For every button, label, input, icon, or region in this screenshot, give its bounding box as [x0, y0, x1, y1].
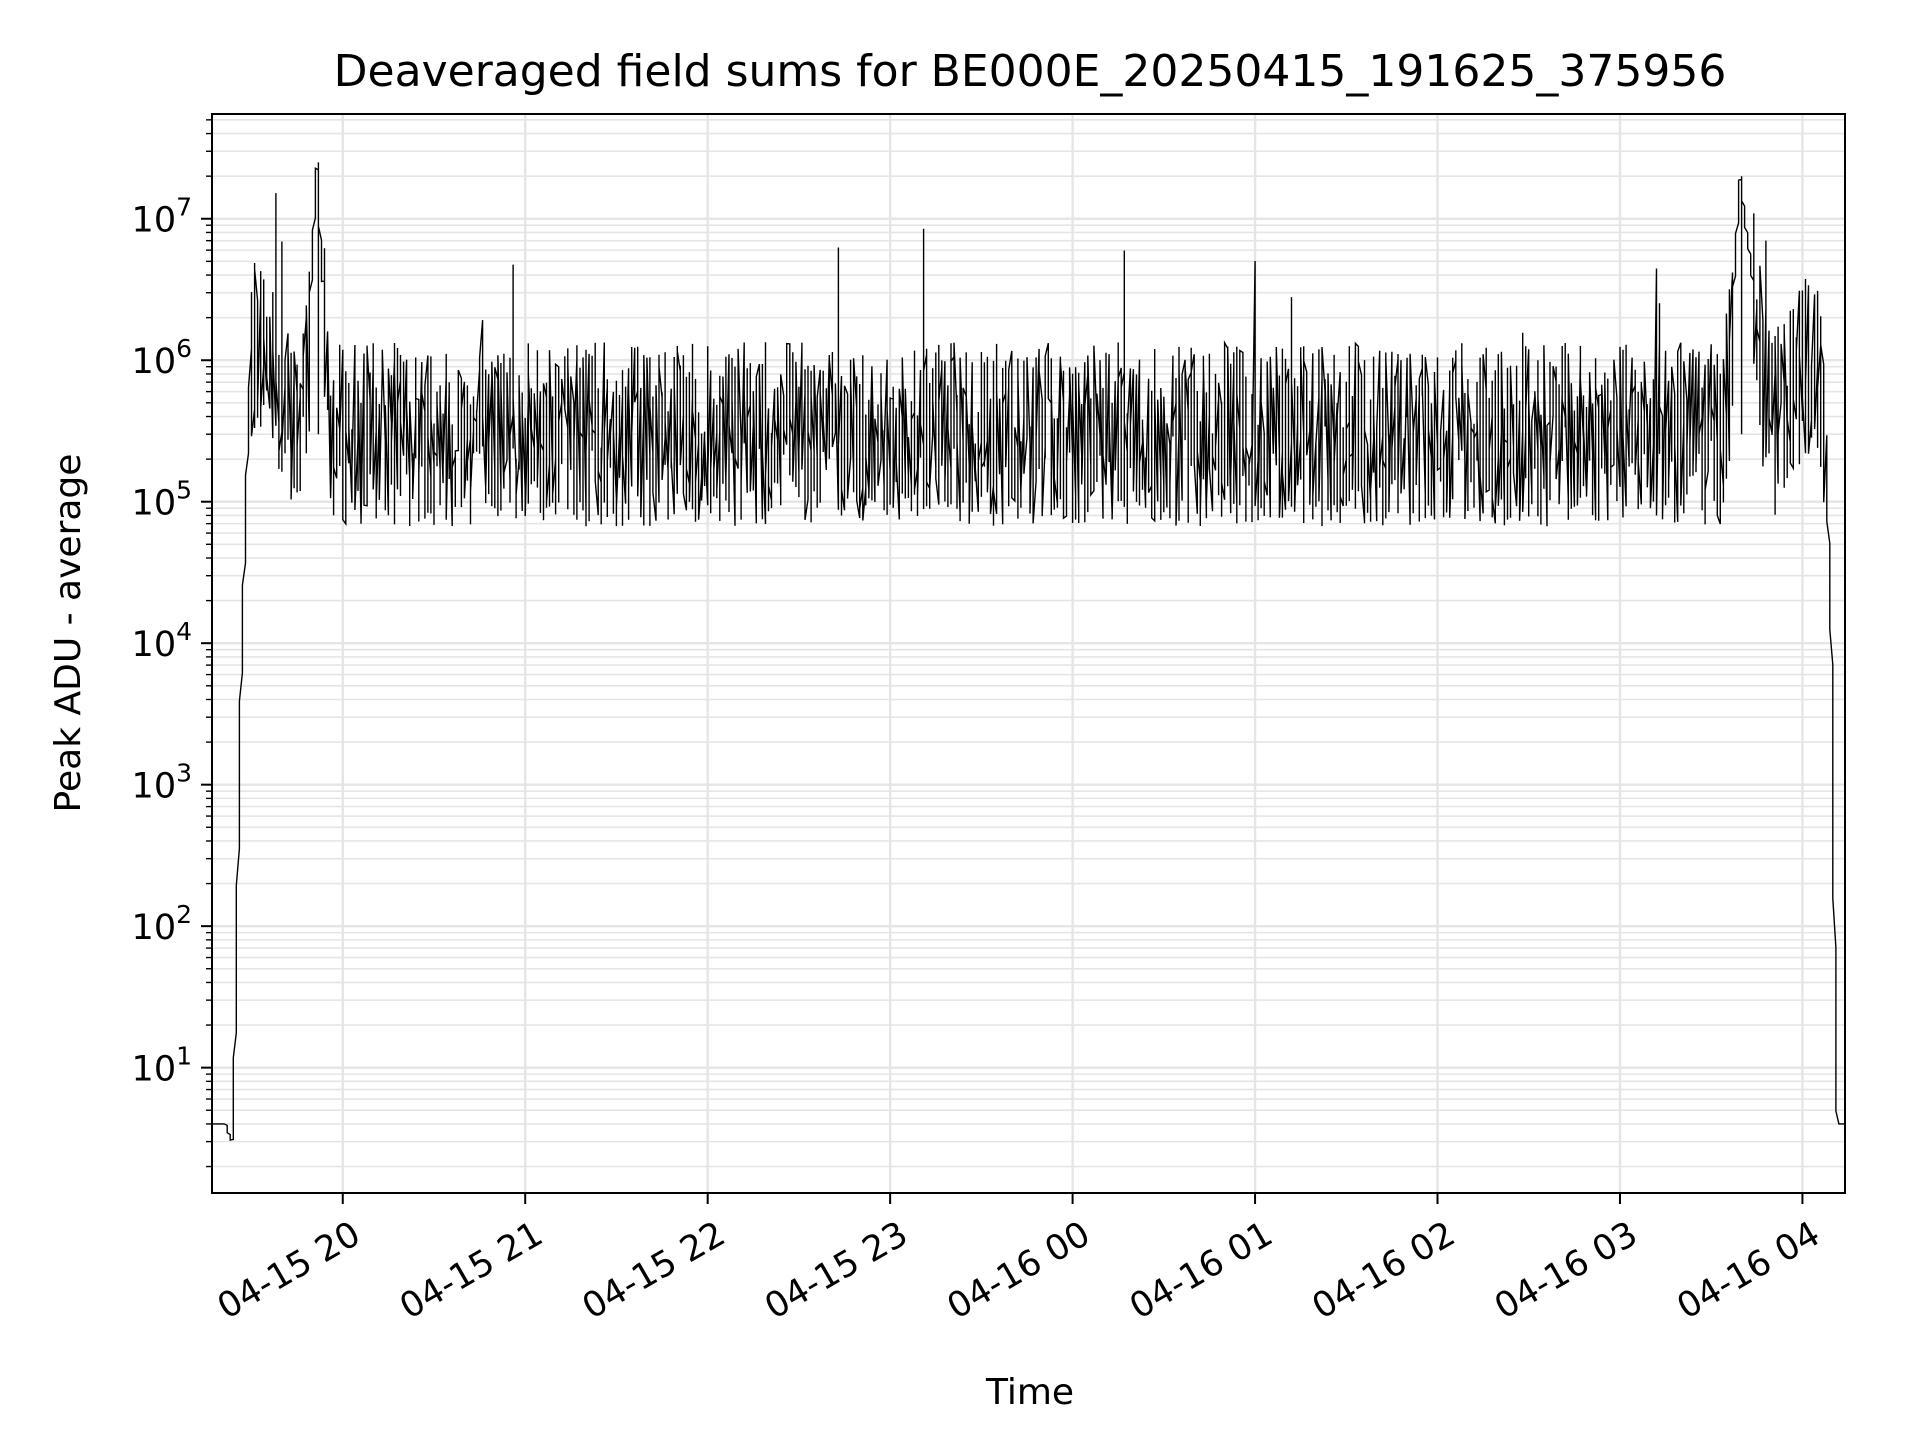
- y-tick-label: 103: [132, 759, 192, 807]
- y-tick-label: 107: [132, 193, 192, 241]
- y-tick-label: 102: [132, 900, 192, 948]
- y-tick-label: 101: [132, 1042, 192, 1090]
- y-axis-label: Peak ADU - average: [48, 454, 89, 813]
- grid: [212, 114, 1845, 1193]
- series-line: [212, 162, 1845, 1141]
- plot-frame: [211, 113, 1846, 1194]
- y-tick-label: 106: [132, 334, 192, 382]
- y-tick-label: 105: [132, 476, 192, 524]
- y-tick-label: 104: [132, 617, 192, 665]
- y-axis: 101 102 103 104 105 106 107: [132, 119, 212, 1168]
- plot-area: [212, 162, 1845, 1141]
- x-axis-label: Time: [985, 1372, 1074, 1413]
- chart-title: Deaveraged field sums for BE000E_2025041…: [334, 46, 1727, 97]
